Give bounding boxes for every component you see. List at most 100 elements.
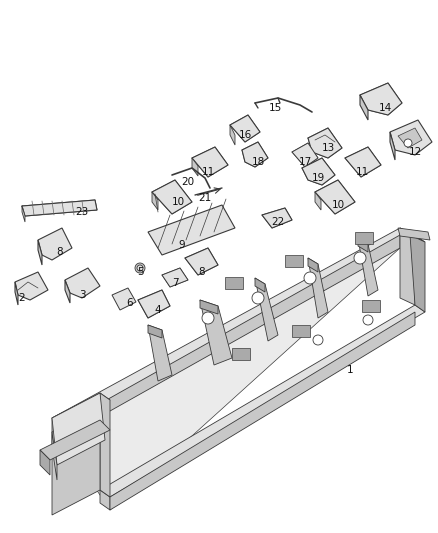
- Polygon shape: [15, 272, 48, 300]
- Text: 23: 23: [75, 207, 88, 217]
- Polygon shape: [185, 248, 218, 275]
- Polygon shape: [285, 255, 303, 267]
- Polygon shape: [390, 132, 395, 160]
- Text: 18: 18: [251, 157, 265, 167]
- Text: 2: 2: [19, 293, 25, 303]
- Polygon shape: [292, 325, 310, 337]
- Polygon shape: [52, 393, 105, 465]
- Polygon shape: [110, 312, 415, 510]
- Polygon shape: [255, 278, 278, 341]
- Polygon shape: [65, 280, 70, 303]
- Polygon shape: [302, 158, 335, 185]
- Polygon shape: [52, 418, 62, 438]
- Polygon shape: [52, 228, 410, 425]
- Polygon shape: [308, 128, 342, 158]
- Text: 20: 20: [181, 177, 194, 187]
- Text: 11: 11: [201, 167, 215, 177]
- Polygon shape: [52, 407, 100, 515]
- Circle shape: [313, 335, 323, 345]
- Polygon shape: [162, 268, 188, 287]
- Text: 10: 10: [171, 197, 184, 207]
- Polygon shape: [138, 290, 170, 318]
- Polygon shape: [40, 420, 110, 460]
- Polygon shape: [148, 205, 235, 255]
- Polygon shape: [22, 200, 97, 216]
- Polygon shape: [15, 282, 18, 305]
- Polygon shape: [148, 325, 172, 381]
- Circle shape: [354, 252, 366, 264]
- Polygon shape: [262, 208, 292, 228]
- Polygon shape: [398, 128, 422, 148]
- Polygon shape: [62, 235, 400, 438]
- Polygon shape: [308, 258, 318, 272]
- Polygon shape: [400, 228, 415, 305]
- Polygon shape: [200, 300, 218, 314]
- Circle shape: [202, 312, 214, 324]
- Polygon shape: [100, 393, 110, 497]
- Polygon shape: [22, 206, 25, 222]
- Polygon shape: [255, 278, 265, 292]
- Polygon shape: [230, 115, 260, 142]
- Text: 7: 7: [172, 278, 178, 288]
- Polygon shape: [230, 125, 235, 145]
- Text: 19: 19: [311, 173, 325, 183]
- Polygon shape: [232, 348, 250, 360]
- Polygon shape: [410, 235, 425, 312]
- Text: 22: 22: [272, 217, 285, 227]
- Polygon shape: [390, 120, 432, 155]
- Polygon shape: [52, 432, 57, 480]
- Text: 13: 13: [321, 143, 335, 153]
- Text: 21: 21: [198, 193, 212, 203]
- Polygon shape: [112, 288, 136, 310]
- Polygon shape: [40, 450, 50, 475]
- Polygon shape: [358, 238, 378, 296]
- Polygon shape: [398, 228, 430, 240]
- Text: 12: 12: [408, 147, 422, 157]
- Polygon shape: [242, 142, 268, 167]
- Text: 1: 1: [347, 365, 353, 375]
- Polygon shape: [192, 147, 228, 177]
- Polygon shape: [355, 232, 373, 244]
- Polygon shape: [38, 240, 42, 265]
- Polygon shape: [362, 300, 380, 312]
- Polygon shape: [358, 238, 368, 252]
- Text: 6: 6: [127, 298, 133, 308]
- Circle shape: [304, 272, 316, 284]
- Polygon shape: [192, 158, 198, 176]
- Text: 11: 11: [355, 167, 369, 177]
- Polygon shape: [38, 228, 72, 260]
- Polygon shape: [225, 277, 243, 289]
- Polygon shape: [400, 228, 425, 242]
- Text: 3: 3: [79, 290, 85, 300]
- Circle shape: [404, 139, 412, 147]
- Text: 5: 5: [137, 267, 143, 277]
- Polygon shape: [315, 192, 321, 210]
- Polygon shape: [152, 192, 158, 210]
- Polygon shape: [308, 258, 328, 318]
- Text: 15: 15: [268, 103, 282, 113]
- Text: 9: 9: [179, 240, 185, 250]
- Polygon shape: [100, 490, 110, 510]
- Text: 8: 8: [199, 267, 205, 277]
- Circle shape: [363, 315, 373, 325]
- Polygon shape: [360, 83, 402, 115]
- Text: 16: 16: [238, 130, 251, 140]
- Polygon shape: [345, 147, 381, 177]
- Polygon shape: [100, 305, 425, 497]
- Polygon shape: [65, 268, 100, 298]
- Circle shape: [137, 265, 143, 271]
- Text: 14: 14: [378, 103, 392, 113]
- Circle shape: [252, 292, 264, 304]
- Text: 4: 4: [155, 305, 161, 315]
- Polygon shape: [200, 300, 232, 365]
- Polygon shape: [52, 393, 110, 425]
- Polygon shape: [148, 325, 162, 338]
- Polygon shape: [62, 235, 415, 510]
- Text: 17: 17: [298, 157, 311, 167]
- Text: 10: 10: [332, 200, 345, 210]
- Polygon shape: [152, 180, 192, 214]
- Circle shape: [135, 263, 145, 273]
- Polygon shape: [292, 143, 318, 167]
- Polygon shape: [360, 95, 368, 120]
- Polygon shape: [315, 180, 355, 214]
